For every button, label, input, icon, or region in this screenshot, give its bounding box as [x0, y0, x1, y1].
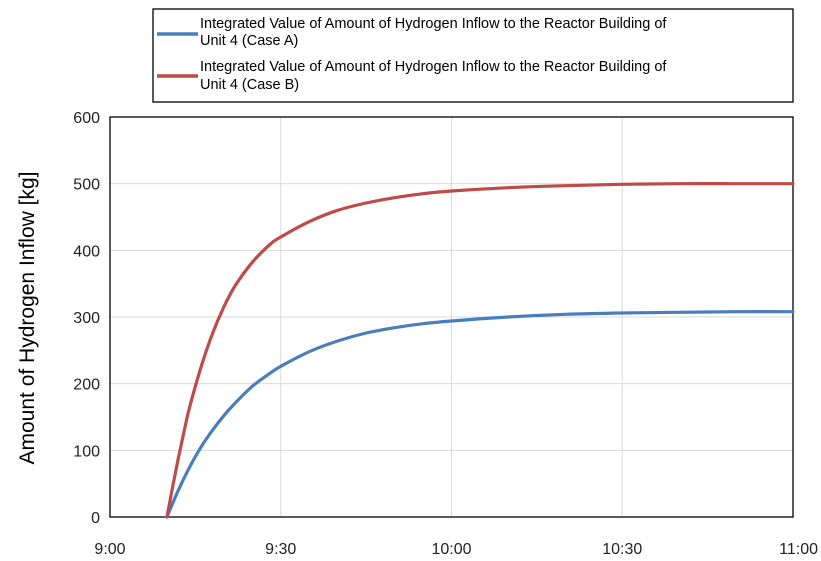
y-tick-label: 100 — [73, 443, 100, 460]
y-tick-label: 200 — [73, 377, 100, 394]
gridlines — [110, 117, 793, 517]
legend: Integrated Value of Amount of Hydrogen I… — [152, 8, 794, 103]
x-tick-label: 9:00 — [94, 541, 125, 558]
y-tick-label: 0 — [91, 510, 100, 527]
legend-label-case-a-line1: Integrated Value of Amount of Hydrogen I… — [200, 16, 667, 32]
x-tick-label: 10:00 — [431, 541, 471, 558]
legend-box — [152, 8, 794, 103]
series-line-case-b — [165, 182, 795, 519]
tick-labels: 0 100 200 300 400 500 600 9:00 9:30 10:00 10:30 11:… — [73, 110, 818, 558]
x-tick-label: 10:30 — [602, 541, 642, 558]
series-lines — [165, 182, 795, 519]
legend-label-case-b-line2: Unit 4 (Case B) — [200, 77, 299, 93]
y-tick-label: 400 — [73, 243, 100, 260]
y-tick-label: 600 — [73, 110, 100, 127]
y-tick-label: 300 — [73, 310, 100, 327]
legend-label-case-a-line2: Unit 4 (Case A) — [200, 33, 298, 49]
plot-area-border — [109, 116, 794, 518]
series-line-case-a — [165, 310, 795, 519]
legend-label-case-b-line1: Integrated Value of Amount of Hydrogen I… — [200, 59, 667, 75]
x-tick-label: 11:00 — [779, 541, 818, 558]
x-tick-label: 9:30 — [265, 541, 296, 558]
y-tick-label: 500 — [73, 177, 100, 194]
y-axis-title: Amount of Hydrogen Inflow [kg] — [16, 172, 39, 465]
